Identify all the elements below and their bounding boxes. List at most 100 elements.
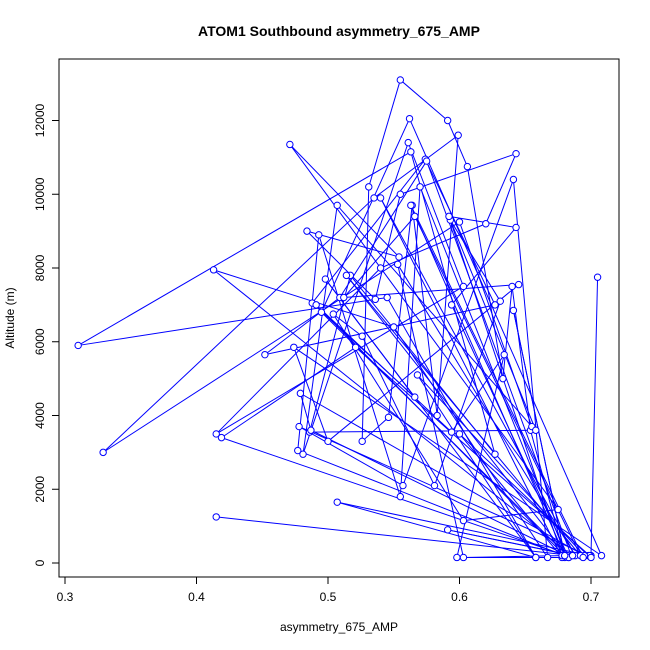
data-point (554, 505, 562, 514)
series-segment (309, 275, 351, 433)
series-segment (327, 284, 519, 442)
y-tick-label: 2000 (33, 476, 47, 503)
series-segment (102, 221, 460, 453)
series-segment (449, 219, 537, 431)
data-point (303, 227, 311, 235)
data-point (358, 437, 366, 446)
data-point (295, 422, 303, 431)
data-point (99, 448, 107, 457)
y-tick-label: 6000 (33, 328, 47, 355)
series-line (77, 79, 602, 558)
data-point (294, 446, 302, 455)
series-segment (310, 429, 568, 557)
data-point (459, 553, 468, 562)
series-segment (397, 264, 464, 558)
data-point (463, 162, 472, 171)
data-point (370, 194, 378, 202)
data-point (445, 212, 453, 221)
data-point (491, 301, 499, 309)
data-point (212, 430, 220, 438)
data-point (422, 157, 431, 165)
y-tick-label: 8000 (33, 254, 47, 281)
series-segment (485, 153, 517, 224)
series-segment (402, 179, 514, 486)
series-segment (448, 215, 517, 228)
series-segment (332, 313, 363, 337)
series-segment (78, 297, 388, 346)
series-segment (293, 346, 602, 557)
series-segment (320, 118, 410, 313)
x-tick-label: 0.4 (188, 590, 205, 604)
data-point (217, 433, 226, 442)
series-segment (298, 426, 404, 486)
series-segment (213, 269, 572, 557)
data-point (324, 437, 332, 446)
series-segment (343, 284, 519, 298)
y-tick-label: 10000 (33, 177, 47, 211)
data-point (454, 131, 462, 139)
series-segment (399, 79, 448, 121)
data-point (453, 553, 461, 562)
x-axis-label: asymmetry_675_AMP (280, 620, 398, 634)
series-segment (311, 158, 426, 304)
series-segment (343, 216, 416, 298)
data-point (396, 190, 405, 198)
series-segment (221, 437, 567, 557)
data-point (212, 513, 220, 521)
data-point (587, 553, 595, 562)
data-point (508, 282, 516, 291)
series-segment (463, 509, 559, 522)
data-point (512, 149, 520, 158)
x-axis: 0.3 0.4 0.5 0.6 0.7 (57, 576, 600, 604)
series-segment (264, 304, 496, 356)
data-point (443, 526, 452, 534)
data-point (396, 76, 405, 84)
data-point (411, 393, 419, 401)
data-point (593, 273, 602, 281)
series-segment (216, 516, 592, 558)
series-segment (213, 269, 394, 328)
data-point (365, 183, 373, 191)
series-segment (512, 310, 566, 556)
data-point (413, 371, 422, 379)
series-segment (221, 346, 356, 439)
data-point (340, 293, 348, 302)
y-axis: 0 2000 4000 6000 8000 10000 12000 (33, 103, 60, 566)
data-point (443, 116, 452, 125)
data-point (568, 551, 577, 560)
series-segment (410, 205, 584, 558)
series-segment (393, 326, 549, 558)
data-point (261, 350, 269, 359)
series-segment (449, 219, 501, 302)
series-segment (361, 336, 435, 486)
data-point (532, 426, 540, 434)
data-point (371, 295, 380, 304)
data-point (509, 175, 518, 184)
data-point (296, 389, 305, 398)
series-segment (436, 135, 459, 416)
series-segment (315, 304, 452, 433)
x-tick-label: 0.7 (583, 590, 600, 604)
series-segment (447, 529, 573, 557)
data-point (358, 332, 366, 340)
data-point (459, 282, 468, 291)
data-point (430, 481, 439, 490)
series-segment (361, 416, 389, 442)
data-point (307, 426, 315, 434)
series-segment (409, 118, 602, 556)
data-point (407, 201, 415, 210)
data-point (384, 413, 393, 422)
series-segment (297, 234, 320, 451)
data-point (404, 138, 412, 147)
series-segment (299, 393, 312, 431)
data-point (376, 264, 385, 272)
data-point (597, 551, 606, 560)
data-point (321, 275, 330, 283)
data-point (393, 260, 402, 269)
y-tick-label: 4000 (33, 402, 47, 429)
data-point (455, 430, 464, 438)
data-point (482, 220, 490, 228)
y-axis-label: Altitude (m) (3, 287, 17, 348)
series-segment (339, 160, 428, 298)
data-point (396, 492, 405, 501)
